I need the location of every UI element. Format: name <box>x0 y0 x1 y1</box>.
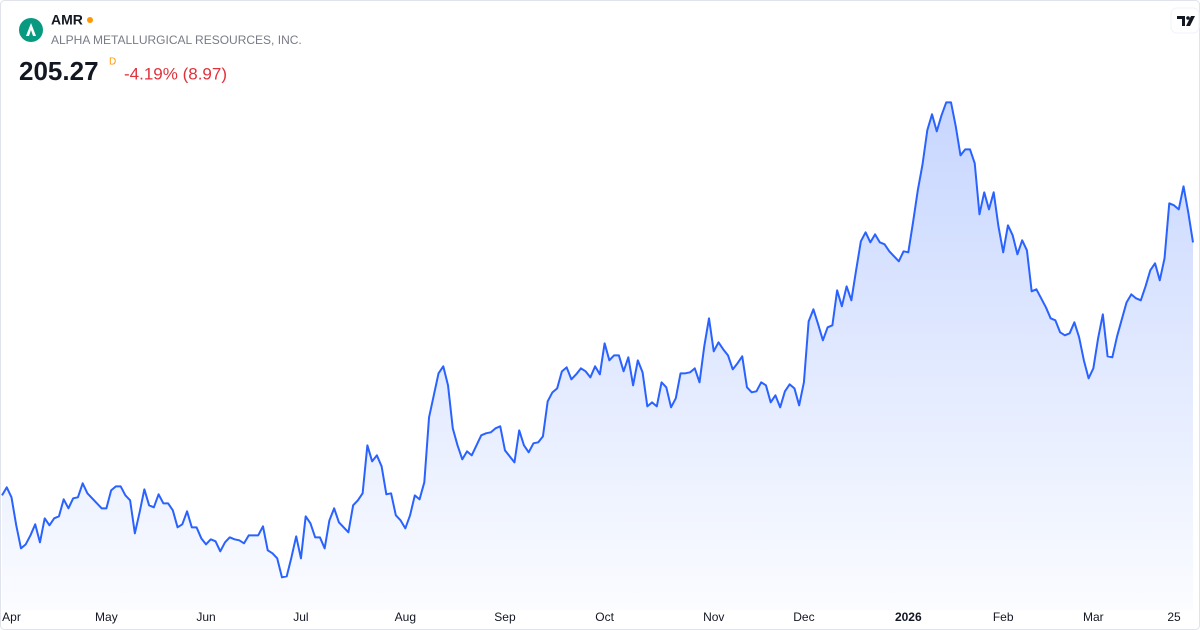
x-tick-label: Mar <box>1083 610 1104 624</box>
x-tick-label: Apr <box>2 610 21 624</box>
x-tick-label: 2026 <box>895 610 922 624</box>
price: 205.27 <box>19 56 99 86</box>
logo <box>19 18 43 42</box>
status-dot <box>87 17 93 23</box>
x-tick-label: Sep <box>494 610 516 624</box>
symbol: AMR <box>51 12 83 28</box>
company-name: ALPHA METALLURGICAL RESOURCES, INC. <box>51 33 302 47</box>
x-tick-label: Aug <box>395 610 416 624</box>
x-tick-label: Oct <box>595 610 614 624</box>
x-tick-label: Nov <box>703 610 724 624</box>
price-line <box>1 101 1194 579</box>
x-tick-label: Feb <box>993 610 1014 624</box>
x-tick-label: Dec <box>793 610 814 624</box>
plot-area <box>1 101 1194 610</box>
tradingview-logo[interactable] <box>1170 7 1200 34</box>
x-tick-label: Jun <box>196 610 215 624</box>
area-fill <box>2 102 1193 610</box>
price-flag: D <box>109 57 116 68</box>
x-tick-label: 25 <box>1167 610 1181 624</box>
price-change: -4.19% (8.97) <box>124 64 227 83</box>
x-tick-label: May <box>95 610 118 624</box>
x-tick-label: Jul <box>293 610 308 624</box>
x-axis: Apr May Jun Jul Aug Sep Oct Nov Dec 2026 Feb Mar 25 <box>2 610 1181 624</box>
